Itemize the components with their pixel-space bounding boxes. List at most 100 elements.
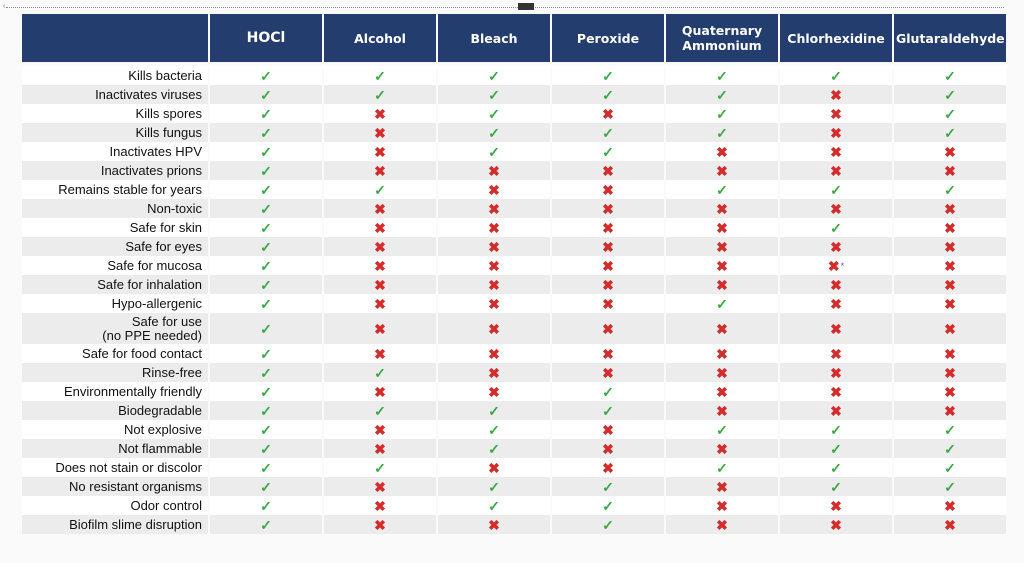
row-label: Not flammable — [22, 439, 208, 458]
table-cell: ✖ — [324, 256, 436, 275]
checkmark-icon: ✓ — [488, 402, 500, 419]
column-header-alcohol: Alcohol — [324, 14, 436, 62]
table-cell: ✓ — [210, 218, 322, 237]
table-row: Rinse-free ✓ ✓ ✖ ✖ ✖ ✖ ✖ — [22, 363, 1006, 382]
checkmark-icon: ✓ — [260, 181, 272, 198]
table-cell: ✓ — [666, 294, 778, 313]
table-cell: ✖ — [666, 401, 778, 420]
checkmark-icon: ✓ — [260, 516, 272, 533]
table-cell: ✖ — [324, 496, 436, 515]
resize-handle-icon[interactable] — [518, 3, 534, 10]
row-label: No resistant organisms — [22, 477, 208, 496]
cross-icon: ✖ — [488, 345, 500, 362]
table-cell: ✓ — [324, 66, 436, 85]
row-label: Safe for mucosa — [22, 256, 208, 275]
table-cell: ✓ — [324, 458, 436, 477]
table-cell: ✖ — [438, 161, 550, 180]
table-cell: ✖ — [324, 420, 436, 439]
cross-icon: ✖ — [830, 124, 842, 141]
row-label: Safe for food contact — [22, 344, 208, 363]
table-row: Safe for skin ✓ ✖ ✖ ✖ ✖ ✓ ✖ — [22, 218, 1006, 237]
table-cell: ✓ — [438, 477, 550, 496]
row-label: Hypo-allergenic — [22, 294, 208, 313]
table-row: Kills fungus ✓ ✖ ✓ ✓ ✓ ✖ ✓ — [22, 123, 1006, 142]
table-cell: ✓ — [552, 496, 664, 515]
header-gap-cell — [22, 62, 1006, 66]
cross-icon: ✖ — [488, 200, 500, 217]
cross-icon: ✖ — [602, 200, 614, 217]
cross-icon: ✖ — [830, 105, 842, 122]
table-cell: ✖ — [780, 382, 892, 401]
checkmark-icon: ✓ — [260, 86, 272, 103]
table-cell: ✓ — [552, 515, 664, 534]
table-cell: ✖ — [780, 199, 892, 218]
cross-icon: ✖ — [716, 143, 728, 160]
cross-icon: ✖ — [716, 162, 728, 179]
cross-icon: ✖ — [830, 162, 842, 179]
checkmark-icon: ✓ — [488, 124, 500, 141]
table-cell: ✓ — [894, 420, 1006, 439]
checkmark-icon: ✓ — [830, 459, 842, 476]
table-cell: ✖ — [894, 496, 1006, 515]
checkmark-icon: ✓ — [260, 459, 272, 476]
checkmark-icon: ✓ — [260, 383, 272, 400]
checkmark-icon: ✓ — [260, 200, 272, 217]
table-cell: ✖ — [894, 515, 1006, 534]
table-cell: ✖ — [894, 161, 1006, 180]
table-cell: ✖ — [780, 515, 892, 534]
cross-icon: ✖ — [716, 276, 728, 293]
table-cell: ✓ — [894, 66, 1006, 85]
table-cell: ✖ — [780, 496, 892, 515]
cross-icon: ✖ — [374, 345, 386, 362]
row-label: Odor control — [22, 496, 208, 515]
table-cell: ✓ — [894, 85, 1006, 104]
checkmark-icon: ✓ — [944, 86, 956, 103]
checkmark-icon: ✓ — [488, 105, 500, 122]
checkmark-icon: ✓ — [260, 345, 272, 362]
table-cell: ✓ — [894, 458, 1006, 477]
table-cell: ✖ — [780, 313, 892, 344]
checkmark-icon: ✓ — [602, 124, 614, 141]
table-cell: ✖ — [780, 104, 892, 123]
cross-icon: ✖ — [488, 295, 500, 312]
table-cell: ✖ — [552, 294, 664, 313]
table-cell: ✖ — [438, 313, 550, 344]
row-label: Remains stable for years — [22, 180, 208, 199]
table-cell: ✓ — [210, 313, 322, 344]
cross-icon: ✖ — [488, 364, 500, 381]
table-cell: ✓ — [894, 439, 1006, 458]
table-body: Kills bacteria ✓ ✓ ✓ ✓ ✓ ✓ ✓ Inactivates viruses… — [22, 62, 1006, 534]
cross-icon: ✖ — [716, 238, 728, 255]
table-cell: ✓ — [210, 439, 322, 458]
cross-icon: ✖ — [716, 440, 728, 457]
table-cell: ✖ — [324, 294, 436, 313]
table-cell: ✓ — [666, 66, 778, 85]
cross-icon: ✖ — [944, 497, 956, 514]
table-cell: ✖ — [666, 363, 778, 382]
table-cell: ✖ — [552, 237, 664, 256]
table-row: Not explosive ✓ ✖ ✓ ✖ ✓ ✓ ✓ — [22, 420, 1006, 439]
checkmark-icon: ✓ — [488, 440, 500, 457]
cross-icon: ✖ — [830, 143, 842, 160]
cross-icon: ✖ — [602, 238, 614, 255]
checkmark-icon: ✓ — [260, 497, 272, 514]
checkmark-icon: ✓ — [260, 478, 272, 495]
row-label: Biodegradable — [22, 401, 208, 420]
header-gap — [22, 62, 1006, 66]
row-label: Kills fungus — [22, 123, 208, 142]
table-cell: ✓ — [210, 275, 322, 294]
checkmark-icon: ✓ — [260, 402, 272, 419]
checkmark-icon: ✓ — [488, 478, 500, 495]
table-cell: ✓ — [210, 85, 322, 104]
table-cell: ✖ — [780, 401, 892, 420]
table-row: Safe for inhalation ✓ ✖ ✖ ✖ ✖ ✖ ✖ — [22, 275, 1006, 294]
table-row: Safe for eyes ✓ ✖ ✖ ✖ ✖ ✖ ✖ — [22, 237, 1006, 256]
cross-icon: ✖ — [374, 257, 386, 274]
table-cell: ✖ — [552, 256, 664, 275]
cross-icon: ✖ — [374, 440, 386, 457]
cross-icon: ✖ — [944, 295, 956, 312]
table-cell: ✓ — [552, 382, 664, 401]
table-row: Inactivates HPV ✓ ✖ ✓ ✓ ✖ ✖ ✖ — [22, 142, 1006, 161]
checkmark-icon: ✓ — [602, 86, 614, 103]
cross-icon: ✖ — [944, 320, 956, 337]
